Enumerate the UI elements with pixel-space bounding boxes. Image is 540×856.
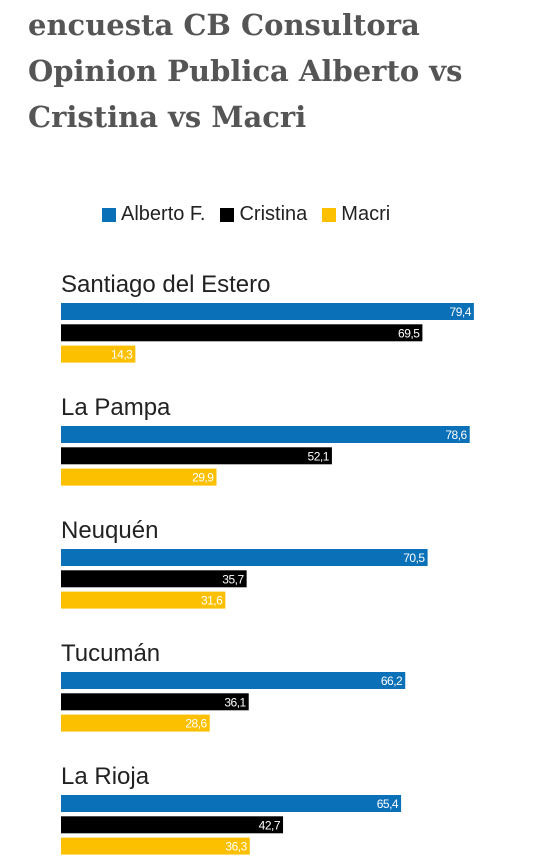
chart-legend: Alberto F. Cristina Macri xyxy=(102,203,405,226)
legend-item-cristina: Cristina xyxy=(220,203,307,226)
bar-neuquen-alberto-f- xyxy=(61,549,428,566)
value-label-la-rioja-macri: 36,3 xyxy=(225,840,247,854)
bar-neuquen-macri xyxy=(61,591,226,609)
value-label-la-pampa-alberto-f-: 78,6 xyxy=(445,428,467,442)
category-label-tucuman: Tucumán xyxy=(61,640,160,667)
legend-label-alberto: Alberto F. xyxy=(121,203,206,225)
bar-tucuman-cristina xyxy=(61,693,249,711)
bar-tucuman-alberto-f- xyxy=(61,672,406,689)
value-label-neuquen-cristina: 35,7 xyxy=(222,572,244,586)
legend-swatch-alberto xyxy=(102,207,116,222)
category-label-santiago-del-estero: Santiago del Estero xyxy=(61,271,270,298)
value-label-tucuman-cristina: 36,1 xyxy=(224,695,246,709)
bar-la-rioja-alberto-f- xyxy=(61,795,402,812)
legend-swatch-cristina xyxy=(220,207,235,222)
legend-swatch-macri xyxy=(322,207,337,222)
bar-la-rioja-macri xyxy=(61,837,250,855)
legend-label-macri: Macri xyxy=(341,203,391,225)
legend-item-macri: Macri xyxy=(322,203,390,226)
bar-santiago-del-estero-cristina xyxy=(61,324,423,342)
legend-label-cristina: Cristina xyxy=(239,203,308,225)
bar-la-pampa-alberto-f- xyxy=(61,426,470,443)
category-label-neuquen: Neuquén xyxy=(61,517,158,544)
value-label-tucuman-alberto-f-: 66,2 xyxy=(381,674,403,688)
bar-neuquen-cristina xyxy=(61,570,247,588)
value-label-la-rioja-cristina: 42,7 xyxy=(259,818,281,832)
chart-title: encuesta CB Consultora Opinion Publica A… xyxy=(28,8,463,134)
bar-santiago-del-estero-macri xyxy=(61,345,136,363)
bar-la-rioja-cristina xyxy=(61,816,284,834)
category-label-la-rioja: La Rioja xyxy=(61,763,150,790)
value-label-santiago-del-estero-cristina: 69,5 xyxy=(398,326,420,340)
value-label-la-pampa-macri: 29,9 xyxy=(192,471,214,485)
value-label-tucuman-macri: 28,6 xyxy=(185,717,207,731)
value-label-la-pampa-cristina: 52,1 xyxy=(308,449,330,463)
value-label-neuquen-alberto-f-: 70,5 xyxy=(403,551,425,565)
value-label-neuquen-macri: 31,6 xyxy=(201,594,223,608)
category-label-la-pampa: La Pampa xyxy=(61,394,171,421)
value-label-la-rioja-alberto-f-: 65,4 xyxy=(377,797,399,811)
value-label-santiago-del-estero-macri: 14,3 xyxy=(111,348,133,362)
legend-item-alberto: Alberto F. xyxy=(102,203,205,226)
bar-la-pampa-cristina xyxy=(61,447,332,465)
value-label-santiago-del-estero-alberto-f-: 79,4 xyxy=(450,305,472,319)
bar-santiago-del-estero-alberto-f- xyxy=(61,303,474,320)
bar-tucuman-macri xyxy=(61,714,210,732)
bar-la-pampa-macri xyxy=(61,468,217,486)
